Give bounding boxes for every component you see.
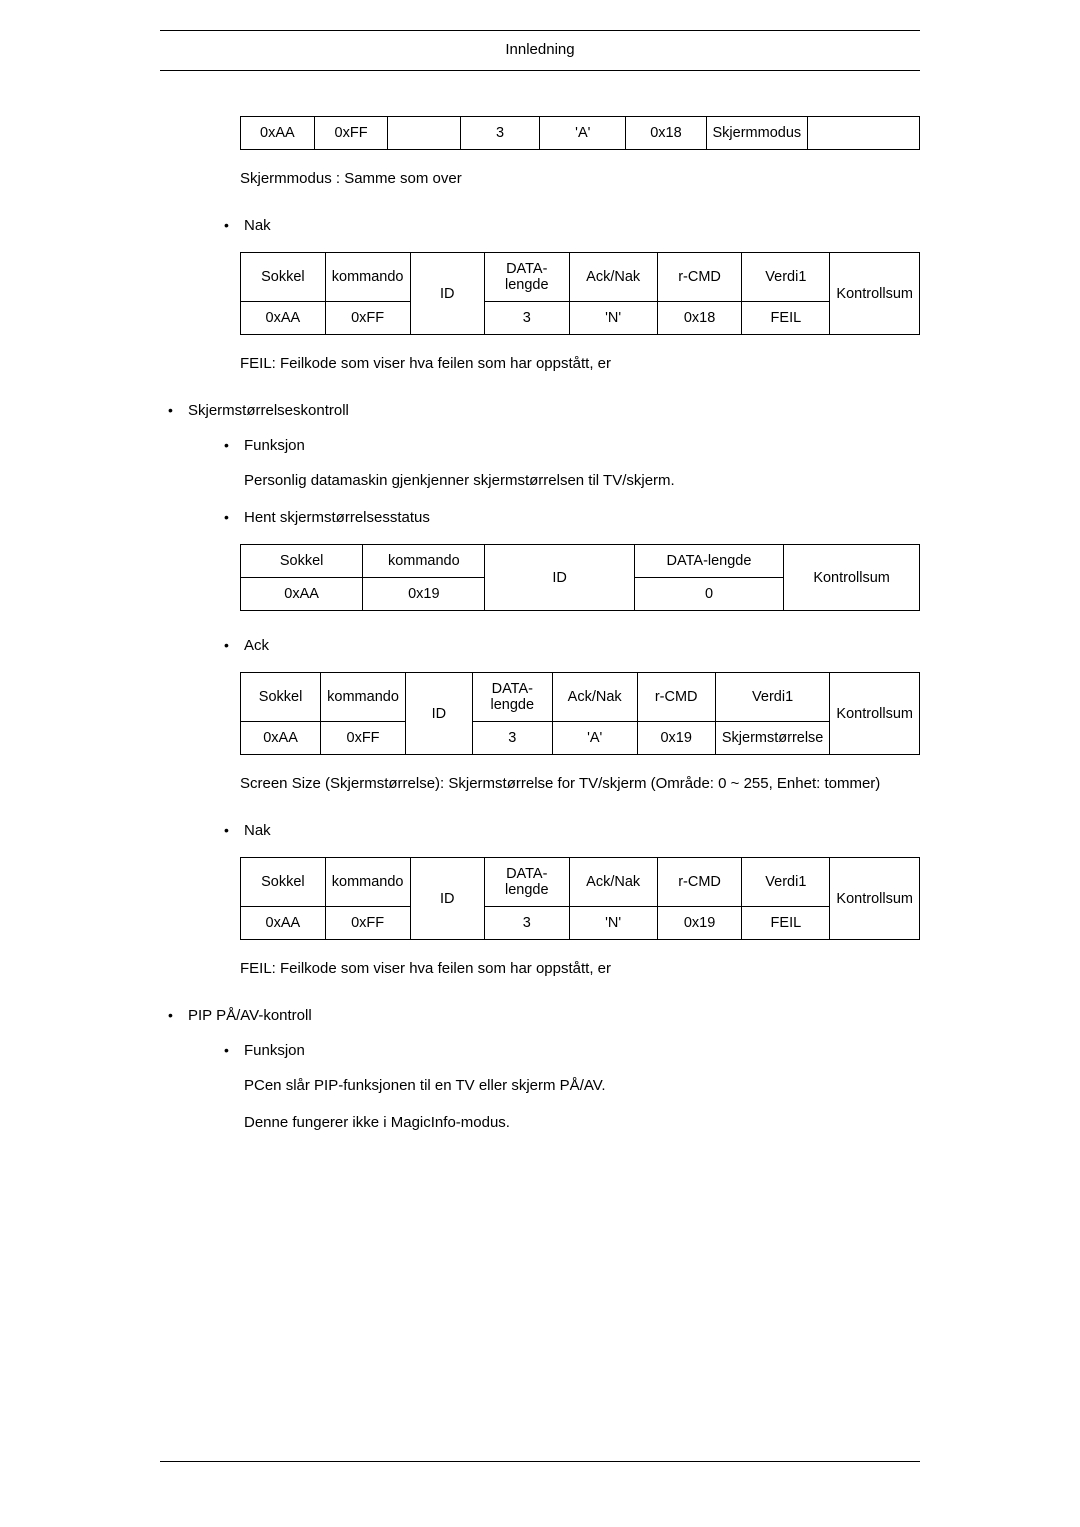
table-header: Kontrollsum bbox=[830, 253, 920, 335]
cell: 3 bbox=[472, 722, 552, 755]
cell: 3 bbox=[484, 302, 569, 335]
section-title: PIP PÅ/AV-kontroll bbox=[160, 1007, 920, 1024]
table-header: DATA-lengde bbox=[484, 253, 569, 302]
table-status: Sokkel kommando ID DATA-lengde Kontrolls… bbox=[240, 544, 920, 611]
table-header: Kontrollsum bbox=[830, 858, 920, 940]
table-nak2: Sokkel kommando ID DATA-lengde Ack/Nak r… bbox=[240, 857, 920, 940]
status-label: Hent skjermstørrelsesstatus bbox=[216, 509, 920, 526]
cell: 0x19 bbox=[363, 578, 485, 611]
table-header: Sokkel bbox=[241, 858, 326, 907]
table-header: DATA-lengde bbox=[472, 673, 552, 722]
cell: 'N' bbox=[569, 907, 657, 940]
section-title: Skjermstørrelseskontroll bbox=[160, 402, 920, 419]
funksjon-text: Personlig datamaskin gjenkjenner skjerms… bbox=[244, 472, 920, 489]
note-feil2: FEIL: Feilkode som viser hva feilen som … bbox=[240, 960, 920, 977]
cell: 0xFF bbox=[325, 907, 410, 940]
cell: FEIL bbox=[742, 302, 830, 335]
cell: FEIL bbox=[742, 907, 830, 940]
funksjon-text: Denne fungerer ikke i MagicInfo-modus. bbox=[244, 1114, 920, 1131]
cell: 'N' bbox=[569, 302, 657, 335]
table-header: kommando bbox=[325, 858, 410, 907]
cell: 3 bbox=[484, 907, 569, 940]
cell: 0x19 bbox=[657, 907, 742, 940]
table-header: Ack/Nak bbox=[569, 858, 657, 907]
table-header: kommando bbox=[325, 253, 410, 302]
table-ack2: Sokkel kommando ID DATA-lengde Ack/Nak r… bbox=[240, 672, 920, 755]
table-header: Verdi1 bbox=[715, 673, 830, 722]
cell: 0x18 bbox=[657, 302, 742, 335]
cell: 0x18 bbox=[626, 117, 706, 150]
cell: Skjermmodus bbox=[706, 117, 808, 150]
cell: Skjermstørrelse bbox=[715, 722, 830, 755]
table-header: r-CMD bbox=[657, 253, 742, 302]
table-header: Kontrollsum bbox=[830, 673, 920, 755]
note-screensize: Screen Size (Skjermstørrelse): Skjermstø… bbox=[240, 775, 920, 792]
table-header: Sokkel bbox=[241, 545, 363, 578]
table-header: Ack/Nak bbox=[552, 673, 637, 722]
cell bbox=[808, 117, 920, 150]
cell: 0xAA bbox=[241, 722, 321, 755]
table-header: DATA-lengde bbox=[484, 858, 569, 907]
funksjon-label: Funksjon bbox=[216, 1042, 920, 1059]
table-header: Verdi1 bbox=[742, 858, 830, 907]
cell: 0xFF bbox=[321, 722, 406, 755]
funksjon-text: PCen slår PIP-funksjonen til en TV eller… bbox=[244, 1077, 920, 1094]
cell: 0 bbox=[634, 578, 783, 611]
cell: 0xFF bbox=[314, 117, 388, 150]
table-header: Ack/Nak bbox=[569, 253, 657, 302]
table-header: ID bbox=[410, 858, 484, 940]
cell: 0x19 bbox=[637, 722, 715, 755]
footer-rule bbox=[160, 1461, 920, 1462]
cell: 0xAA bbox=[241, 578, 363, 611]
cell: 3 bbox=[460, 117, 539, 150]
ack-label: Ack bbox=[216, 637, 920, 654]
cell: 'A' bbox=[540, 117, 626, 150]
table-header: Verdi1 bbox=[742, 253, 830, 302]
table-header: ID bbox=[485, 545, 634, 611]
note-skjermmodus: Skjermmodus : Samme som over bbox=[240, 170, 920, 187]
table-header: r-CMD bbox=[637, 673, 715, 722]
table-header: ID bbox=[410, 253, 484, 335]
nak-label: Nak bbox=[216, 217, 920, 234]
page-title: Innledning bbox=[505, 41, 574, 58]
cell: 0xAA bbox=[241, 302, 326, 335]
cell: 0xAA bbox=[241, 117, 315, 150]
table-header: Kontrollsum bbox=[784, 545, 920, 611]
table-header: r-CMD bbox=[657, 858, 742, 907]
note-feil1: FEIL: Feilkode som viser hva feilen som … bbox=[240, 355, 920, 372]
table-ack-skjermmodus: 0xAA 0xFF 3 'A' 0x18 Skjermmodus bbox=[240, 116, 920, 150]
nak-label: Nak bbox=[216, 822, 920, 839]
funksjon-label: Funksjon bbox=[216, 437, 920, 454]
cell: 0xFF bbox=[325, 302, 410, 335]
cell: 0xAA bbox=[241, 907, 326, 940]
table-header: DATA-lengde bbox=[634, 545, 783, 578]
table-header: ID bbox=[405, 673, 472, 755]
table-nak1: Sokkel kommando ID DATA-lengde Ack/Nak r… bbox=[240, 252, 920, 335]
table-header: kommando bbox=[363, 545, 485, 578]
table-header: Sokkel bbox=[241, 253, 326, 302]
cell bbox=[388, 117, 461, 150]
table-header: Sokkel bbox=[241, 673, 321, 722]
table-header: kommando bbox=[321, 673, 406, 722]
cell: 'A' bbox=[552, 722, 637, 755]
